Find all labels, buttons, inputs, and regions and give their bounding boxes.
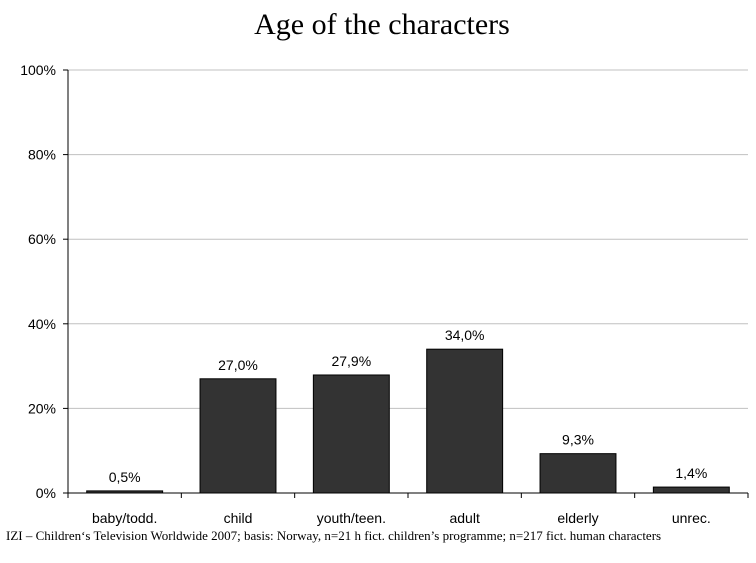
data-label: 1,4% bbox=[675, 465, 707, 481]
category-label: youth/teen. bbox=[317, 510, 386, 526]
y-tick-label: 60% bbox=[28, 231, 56, 247]
data-label: 0,5% bbox=[109, 469, 141, 485]
y-tick-label: 80% bbox=[28, 147, 56, 163]
chart-title: Age of the characters bbox=[254, 8, 510, 41]
y-tick-label: 0% bbox=[36, 485, 56, 501]
gridlines bbox=[68, 69, 748, 409]
category-label: child bbox=[224, 510, 253, 526]
data-label: 34,0% bbox=[445, 327, 485, 343]
labels: 0% 20% 40% 60% 80% 100% 0,5% baby/todd. 27,0% chi… bbox=[20, 62, 711, 526]
axes bbox=[63, 69, 749, 498]
category-label: unrec. bbox=[672, 510, 711, 526]
data-label: 27,9% bbox=[331, 353, 371, 369]
bar bbox=[652, 486, 730, 494]
category-label: adult bbox=[449, 510, 479, 526]
category-label: baby/todd. bbox=[92, 510, 157, 526]
bar bbox=[312, 374, 390, 494]
y-tick-label: 40% bbox=[28, 316, 56, 332]
y-tick-label: 20% bbox=[28, 400, 56, 416]
bars bbox=[86, 348, 730, 494]
bar bbox=[426, 348, 504, 494]
y-tick-label: 100% bbox=[20, 62, 56, 78]
category-label: elderly bbox=[557, 510, 598, 526]
bar bbox=[199, 378, 277, 494]
data-label: 9,3% bbox=[562, 432, 594, 448]
data-label: 27,0% bbox=[218, 357, 258, 373]
bar bbox=[539, 453, 617, 494]
source-note: IZI – Children‘s Television Worldwide 20… bbox=[6, 528, 662, 543]
